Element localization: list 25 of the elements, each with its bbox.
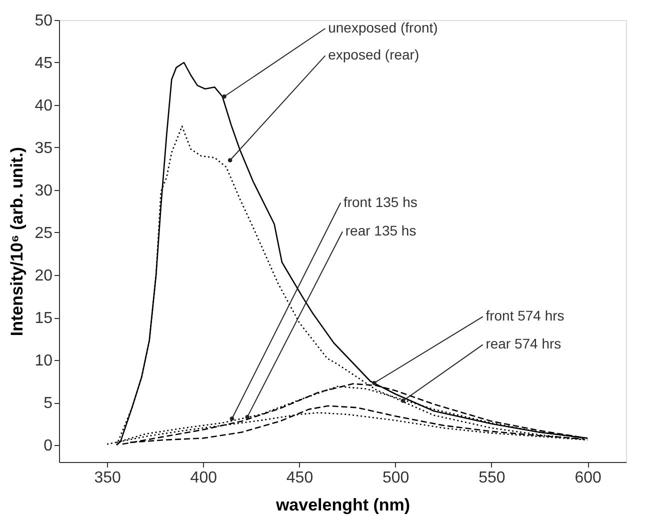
y-tick-label: 10 — [34, 352, 53, 370]
x-tick-label: 350 — [94, 470, 121, 486]
x-tick-label: 450 — [286, 470, 314, 486]
y-tick-label: 30 — [34, 182, 53, 200]
y-tick-label: 35 — [34, 140, 53, 157]
x-axis-title: wavelenght (nm) — [274, 496, 410, 514]
y-tick-label: 45 — [34, 55, 53, 72]
x-tick-label: 500 — [382, 470, 410, 486]
y-axis-title: Intensity/10⁶ (arb. unit.) — [8, 146, 27, 336]
y-tick-label: 25 — [34, 225, 53, 242]
annotation: rear 135 hs — [345, 222, 416, 239]
y-tick-label: 15 — [34, 310, 53, 327]
y-tick-label: 50 — [34, 12, 53, 30]
annotation: unexposed (front) — [328, 20, 438, 36]
annotation: front 135 hs — [343, 194, 418, 210]
annotation: front 574 hrs — [486, 308, 564, 324]
y-tick-label: 40 — [34, 98, 53, 114]
y-tick-label: 20 — [34, 268, 53, 284]
annotation: rear 574 hrs — [486, 336, 562, 352]
x-tick-label: 550 — [478, 470, 506, 486]
x-tick-label: 600 — [574, 470, 602, 486]
y-tick-label: 5 — [44, 395, 53, 412]
y-tick-label: 0 — [44, 438, 53, 454]
x-tick-label: 400 — [190, 470, 218, 486]
annotation: exposed (rear) — [328, 46, 420, 63]
